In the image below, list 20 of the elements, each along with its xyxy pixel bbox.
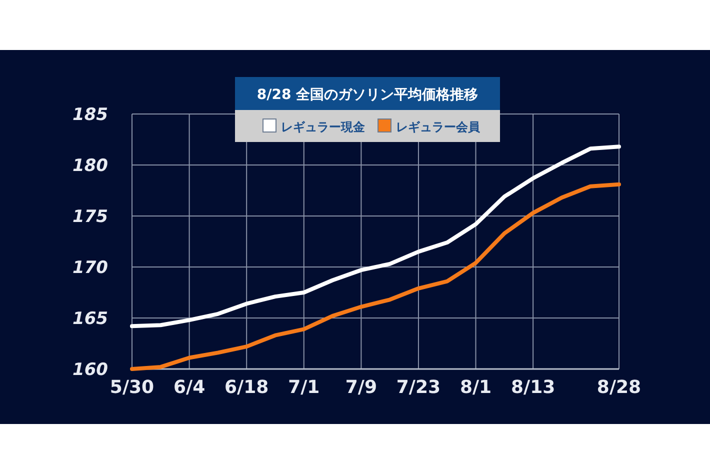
y-tick-label: 175 — [72, 207, 108, 227]
line-series — [130, 144, 621, 328]
x-tick-label: 8/28 — [596, 377, 642, 398]
x-tick-label: 6/4 — [173, 377, 206, 398]
x-tick-label: 7/23 — [396, 377, 441, 398]
x-tick-label: 7/1 — [288, 377, 320, 398]
y-tick-label: 170 — [72, 258, 108, 278]
x-tick-label: 5/30 — [110, 377, 154, 398]
y-tick-label: 180 — [72, 156, 108, 176]
y-tick-label: 160 — [72, 360, 108, 380]
legend-label: レギュラー現金 — [281, 120, 366, 134]
chart-title: 8/28 全国のガソリン平均価格推移 — [256, 87, 478, 103]
y-tick-label: 185 — [72, 105, 108, 125]
x-tick-label: 7/9 — [345, 377, 377, 398]
x-tick-label: 8/13 — [510, 377, 556, 398]
y-tick-label: 165 — [72, 309, 108, 329]
x-tick-label: 8/1 — [460, 377, 492, 398]
legend-label: レギュラー会員 — [396, 120, 481, 134]
line-series — [130, 182, 621, 371]
x-tick-label: 6/18 — [224, 377, 269, 398]
